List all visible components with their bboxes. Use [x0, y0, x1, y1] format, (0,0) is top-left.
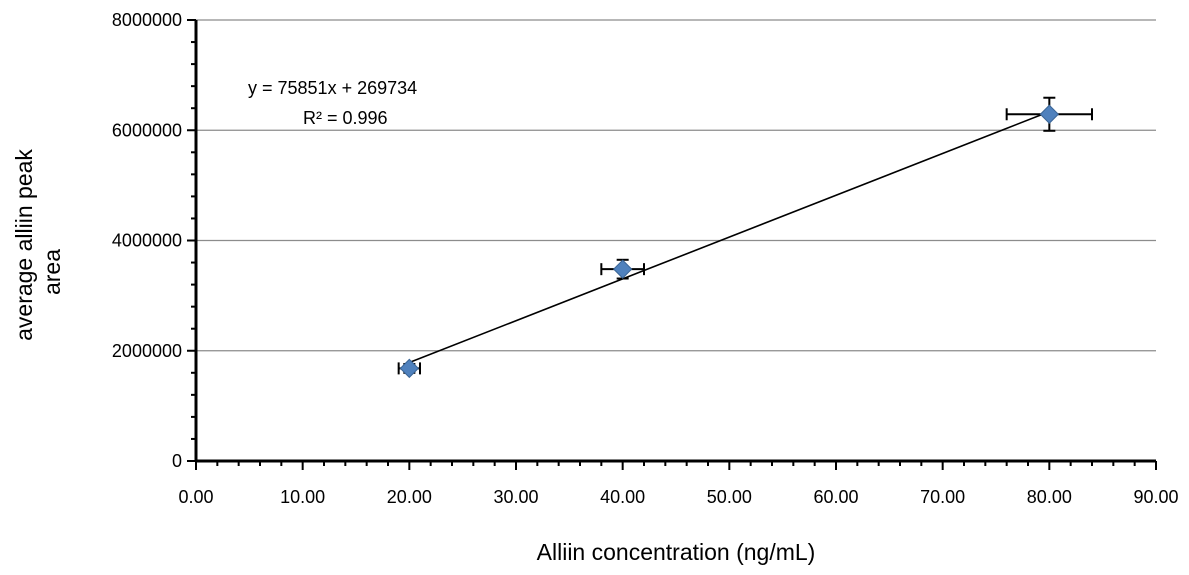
y-tick-label-4: 8000000 [112, 10, 182, 30]
diamond-marker [612, 259, 633, 279]
x-axis-title: Alliin concentration (ng/mL) [537, 539, 816, 565]
diamond-marker [399, 358, 420, 379]
y-tick-label-1: 2000000 [112, 341, 182, 361]
y-tick-label-2: 4000000 [112, 231, 182, 251]
x-tick-labels: 0.00 10.00 20.00 30.00 40.00 50.00 60.00 70.00 8… [178, 487, 1178, 507]
x-tick-label-4: 40.00 [600, 487, 645, 507]
y-axis-title-line-1: average alliin peak [11, 149, 37, 341]
x-tick-label-3: 30.00 [493, 487, 538, 507]
trendline-layer [409, 110, 1050, 364]
trendline [409, 110, 1050, 364]
y-tick-label-3: 6000000 [112, 120, 182, 140]
x-tick-label-7: 70.00 [920, 487, 965, 507]
trendline-equation: y = 75851x + 269734 [248, 78, 417, 98]
x-tick-label-9: 90.00 [1133, 487, 1178, 507]
gridlines [196, 19, 1156, 352]
x-tick-label-6: 60.00 [813, 487, 858, 507]
data-point-1 [600, 258, 645, 280]
x-tick-label-5: 50.00 [707, 487, 752, 507]
y-tick-labels: 0 2000000 4000000 6000000 8000000 [112, 10, 182, 471]
data-point-2 [1005, 96, 1093, 132]
x-tick-label-1: 10.00 [280, 487, 325, 507]
x-tick-label-0: 0.00 [178, 487, 213, 507]
data-point-0 [397, 358, 421, 379]
y-tick-label-0: 0 [172, 451, 182, 471]
diamond-marker [1039, 104, 1060, 124]
data-points-layer [397, 96, 1093, 379]
x-tick-label-8: 80.00 [1027, 487, 1072, 507]
x-tick-label-2: 20.00 [387, 487, 432, 507]
y-axis-title-line-2: area [39, 249, 65, 295]
trendline-r-squared: R² = 0.996 [303, 108, 388, 128]
axes [187, 19, 1157, 470]
